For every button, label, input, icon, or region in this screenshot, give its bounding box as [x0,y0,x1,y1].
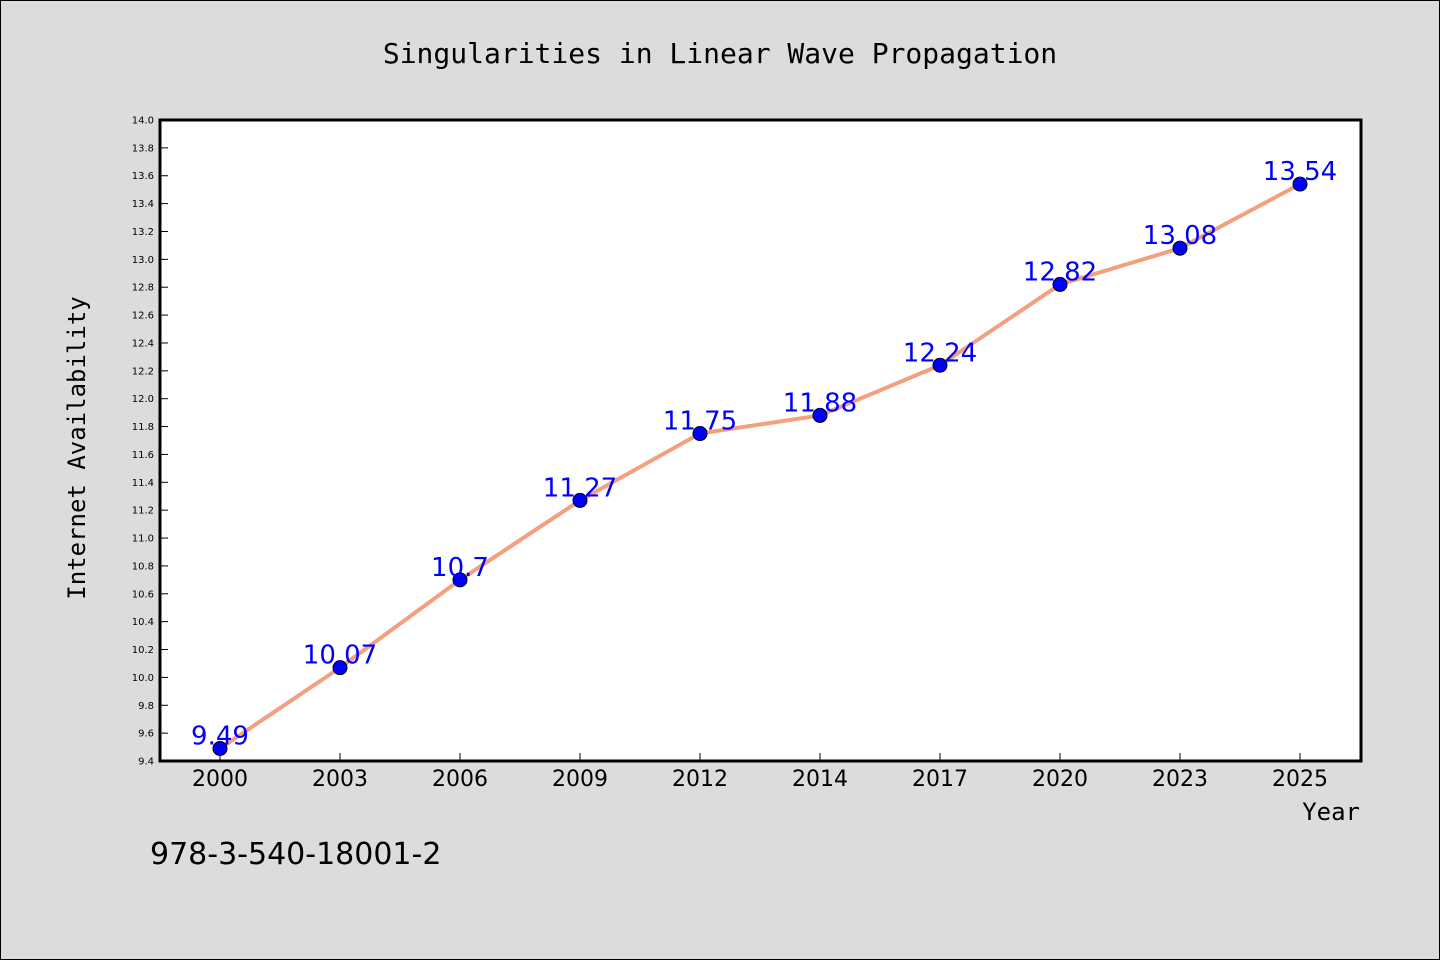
y-tick-label: 14.0 [132,116,154,127]
y-tick-label: 13.6 [132,171,154,182]
data-label: 12.24 [903,338,977,368]
data-point [452,572,468,588]
y-tick-label: 12.0 [132,394,154,405]
chart-title: Singularities in Linear Wave Propagation [383,37,1057,70]
x-tick-label: 2017 [912,767,968,792]
y-tick-label: 12.8 [132,283,154,294]
y-tick-label: 9.4 [138,757,154,768]
y-tick-label: 11.2 [132,506,154,517]
data-point [212,740,228,756]
data-label: 10.07 [303,641,377,671]
x-tick-label: 2006 [432,767,488,792]
y-tick-label: 9.6 [138,729,154,740]
y-tick-label: 12.6 [132,311,154,322]
y-tick-label: 13.2 [132,227,154,238]
y-tick-label: 11.8 [132,422,154,433]
y-tick-label: 13.4 [132,199,154,210]
series-line [218,182,1301,751]
data-point [932,357,948,373]
data-point [812,407,828,423]
x-tick-label: 2014 [792,767,848,792]
data-point [572,492,588,508]
data-label: 10.7 [431,553,489,583]
y-axis: 9.4 9.6 9.8 10.0 10.2 10.4 10.6 10.8 11.0 11.2 11.… [132,116,168,768]
y-tick-label: 11.4 [132,478,154,489]
y-tick-label: 12.2 [132,366,154,377]
x-tick-label: 2009 [552,767,608,792]
x-tick-label: 2012 [672,767,728,792]
y-tick-label: 10.8 [132,561,154,572]
isbn-footer: 978-3-540-18001-2 [150,837,441,872]
y-tick-label: 10.0 [132,673,154,684]
y-axis-label: Internet Availability [63,296,91,599]
x-tick-label: 2023 [1152,767,1208,792]
data-label: 11.88 [783,388,857,418]
data-point [1052,276,1068,292]
data-point [332,660,348,676]
data-label: 13.08 [1143,221,1217,251]
data-label: 11.27 [543,473,617,503]
x-tick-label: 2003 [312,767,368,792]
data-label: 11.75 [663,407,737,437]
y-tick-label: 13.8 [132,143,154,154]
x-tick-label: 2025 [1272,767,1328,792]
data-point [692,426,708,442]
y-tick-label: 10.6 [132,589,154,600]
y-tick-label: 11.6 [132,450,154,461]
x-tick-label: 2020 [1032,767,1088,792]
x-tick-label: 2000 [192,767,248,792]
data-label: 9.49 [191,721,249,751]
series-group: 9.49 10.07 10.7 11.27 11.75 11.88 12.24 12.82 13… [191,157,1337,756]
y-tick-label: 11.0 [132,534,154,545]
data-label: 12.82 [1023,257,1097,287]
x-axis: 2000 2003 2006 2009 2012 2014 2017 2020 2023 2025 [192,753,1328,792]
y-tick-label: 13.0 [132,255,154,266]
data-point [1172,240,1188,256]
data-label: 13.54 [1263,157,1337,187]
x-axis-label: Year [1302,798,1360,826]
y-tick-label: 9.8 [138,701,154,712]
y-tick-label: 10.2 [132,645,154,656]
y-tick-label: 12.4 [132,338,154,349]
data-point [1292,176,1308,192]
y-tick-label: 10.4 [132,617,154,628]
